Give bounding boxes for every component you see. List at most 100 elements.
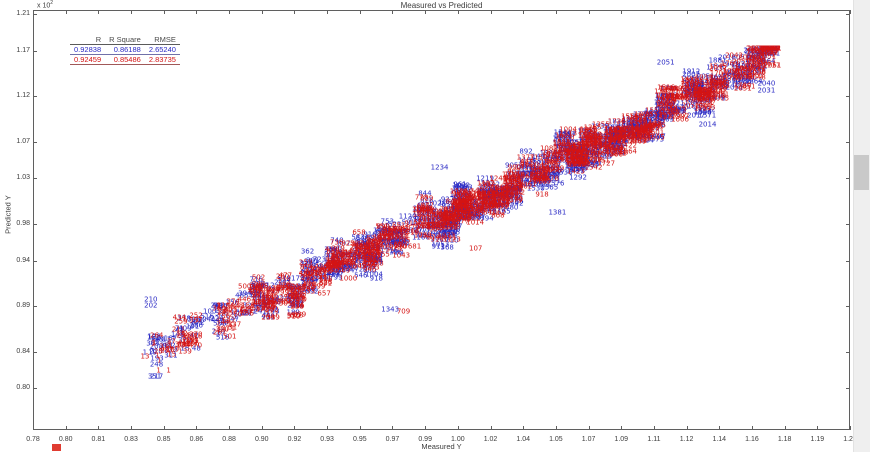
data-point-label: 926: [430, 220, 445, 229]
data-point-label: 1290: [632, 124, 651, 133]
x-tick-label: 1.04: [516, 436, 530, 443]
y-tick-mark: [846, 260, 850, 262]
vertical-scrollbar-thumb[interactable]: [854, 155, 869, 190]
data-point-label: 1768: [634, 120, 653, 129]
y-tick-mark: [846, 306, 850, 308]
data-point-label: 971: [445, 218, 460, 227]
calibration-rsquare-value: 0.86188: [105, 44, 145, 55]
data-point-label: 488: [289, 301, 304, 310]
data-point-label: 894: [434, 221, 448, 230]
data-point-label: 1514: [570, 152, 589, 161]
data-point-label: 740: [330, 236, 344, 245]
data-point-label: 799: [329, 273, 343, 282]
data-point-label: 1224: [426, 227, 445, 236]
data-point-label: 1536: [546, 166, 565, 175]
x-tick-mark: [33, 10, 34, 14]
data-point-label: 855: [369, 236, 383, 245]
data-point-label: 1404: [617, 119, 636, 128]
data-point-label: 698: [326, 264, 341, 273]
data-point-label: 979: [493, 185, 507, 194]
data-point-label: 755: [417, 231, 431, 240]
data-point-label: 1161: [492, 192, 511, 201]
calibration-rmse-value: 2.65240: [144, 44, 180, 55]
data-point-label: 1289: [542, 161, 561, 170]
data-point-label: 1422: [539, 172, 558, 181]
data-point-label: 1422: [494, 190, 513, 199]
data-point-label: 897: [337, 239, 351, 248]
data-point-label: 613: [416, 225, 431, 234]
data-point-label: 1519: [570, 164, 589, 173]
data-point-label: 1601: [578, 136, 597, 145]
data-point-label: 1344: [602, 136, 621, 144]
data-point-label: 435: [344, 250, 358, 259]
data-point-label: 658: [352, 228, 366, 237]
data-point-label: 1564: [619, 147, 638, 156]
data-point-label: 920: [391, 240, 405, 249]
x-tick-mark: [98, 426, 100, 430]
data-point-label: 896: [505, 192, 519, 201]
data-point-label: 1017: [515, 169, 534, 177]
data-point-label: 171: [287, 296, 301, 304]
data-point-label: 1353: [578, 146, 597, 155]
data-point-label: 510: [356, 240, 370, 249]
data-point-label: 1173: [558, 144, 577, 153]
data-point-label: 1301: [450, 207, 469, 216]
x-tick-label: 0.99: [418, 436, 432, 443]
data-point-label: 1699: [602, 143, 621, 152]
data-point-label: 1692: [594, 141, 613, 149]
data-point-label: 1198: [476, 207, 495, 216]
data-point-label: 786: [443, 228, 457, 237]
data-point-label: 1184: [555, 142, 574, 151]
data-point-label: 671: [330, 255, 344, 264]
data-point-label: 667: [288, 283, 303, 292]
data-point-label: 761: [327, 245, 341, 254]
x-tick-mark: [33, 426, 34, 430]
data-point-label: 703: [453, 193, 467, 202]
data-point-label: 392: [304, 284, 318, 293]
data-point-label: 1442: [531, 152, 550, 161]
data-point-label: 967: [546, 164, 560, 172]
x-tick-mark: [653, 426, 655, 430]
data-point-label: 241: [253, 307, 267, 316]
x-tick-mark: [490, 426, 492, 430]
data-point-label: 674: [362, 238, 376, 247]
data-point-label: 1019: [491, 191, 510, 200]
x-tick-mark: [392, 10, 394, 14]
data-point-label: 1026: [430, 234, 449, 243]
data-point-label: 1342: [457, 213, 475, 222]
data-point-label: 699: [432, 211, 447, 220]
data-point-label: 1185: [503, 187, 522, 196]
data-point-label: 974: [353, 256, 368, 265]
data-point-label: 850: [452, 207, 466, 216]
data-point-label: 804: [324, 250, 338, 259]
data-point-label: 103: [279, 282, 294, 291]
data-point-label: 737: [378, 242, 392, 251]
data-point-label: 1250: [504, 193, 523, 202]
data-point-label: 1490: [541, 169, 560, 178]
x-tick-label: 0.85: [156, 436, 171, 443]
data-point-label: 903: [341, 262, 355, 271]
data-point-label: 1: [150, 339, 156, 348]
x-tick-mark: [588, 426, 590, 430]
data-point-label: 942: [507, 193, 521, 202]
data-point-label: 931: [354, 251, 368, 259]
data-point-label: 1524: [567, 143, 586, 151]
data-point-label: 838: [492, 196, 506, 204]
data-point-label: 947: [329, 270, 344, 279]
data-point-label: 255: [290, 285, 304, 294]
x-tick-label: 0.95: [352, 436, 367, 443]
data-point-label: 563: [341, 250, 355, 259]
data-point-label: 265: [326, 268, 341, 277]
data-point-label: 1137: [520, 165, 539, 174]
x-tick-mark: [621, 426, 623, 430]
vertical-scrollbar-track[interactable]: [853, 0, 870, 452]
data-point-label: 1181: [482, 191, 501, 200]
data-point-label: 1203: [596, 141, 615, 150]
data-point-label: 1301: [603, 123, 622, 132]
data-point-label: 650: [287, 292, 301, 301]
data-point-label: 1031: [503, 185, 521, 193]
data-point-label: 701: [452, 184, 466, 193]
data-point-label: 1043: [392, 251, 411, 259]
data-point-label: 1389: [503, 179, 522, 187]
data-point-label: 47: [174, 326, 184, 334]
